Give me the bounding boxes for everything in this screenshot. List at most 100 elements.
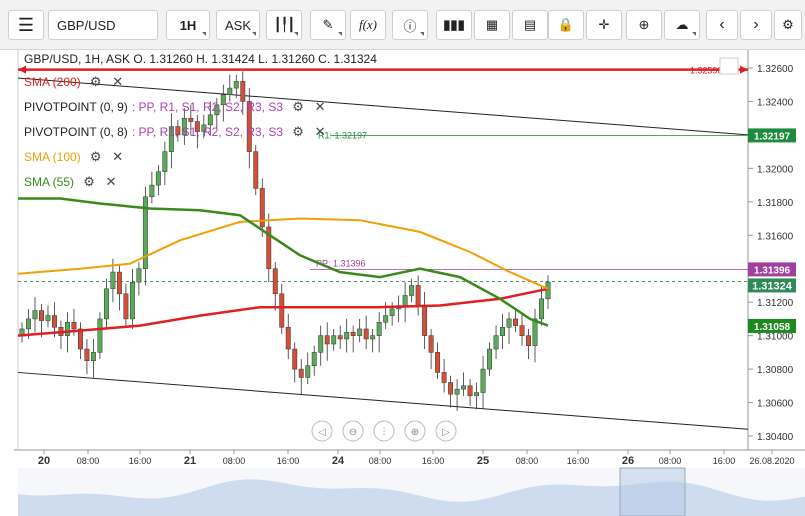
candle-body (162, 151, 168, 172)
prev-nav-icon: ◁ (318, 427, 326, 438)
y-tick-label: 1.32600 (757, 64, 794, 75)
candle-body (214, 104, 220, 116)
candle-body (331, 335, 337, 345)
crosshair-button[interactable]: ✛ (586, 10, 622, 40)
candle-body (428, 335, 434, 353)
symbol-selector[interactable]: GBP/USD (48, 10, 158, 40)
candle-body (227, 87, 233, 96)
report-button[interactable]: ▤ (512, 10, 548, 40)
candle-body (539, 298, 544, 320)
price-label-text: 1.31396 (754, 265, 791, 276)
next-nav-button[interactable] (435, 420, 457, 442)
candle-body (253, 151, 259, 189)
candle-body (298, 368, 304, 378)
indicator-pivot-8[interactable]: PIVOTPOINT (0, 8) : PP, R1, S1, R2, S2, … (24, 124, 327, 140)
cloud-upload-icon: ☁ (675, 17, 689, 32)
document-icon: ▤ (523, 17, 537, 32)
info-button[interactable]: ⓘ (392, 10, 428, 40)
candle-body (259, 188, 265, 228)
expand-icon (719, 57, 739, 75)
close-icon[interactable]: ✕ (112, 149, 124, 164)
candle-body (389, 308, 395, 316)
toolbar: ☰ GBP/USD 1H ASK ┃╿┃ ✎ f(x) ⓘ ▮▮▮ ▦ ▤ 🔒 … (0, 0, 805, 50)
candle-body (201, 124, 207, 132)
indicator-sma200[interactable]: SMA (200) ⚙ ✕ (24, 74, 125, 90)
x-tick-label: 16:00 (713, 456, 736, 466)
hamburger-icon: ☰ (17, 14, 35, 35)
candle-body (545, 281, 551, 300)
candle-body (344, 332, 350, 340)
indicators-button[interactable]: f(x) (350, 10, 386, 40)
gear-icon[interactable]: ⚙ (89, 149, 102, 164)
price-label-text: 1.31058 (754, 322, 791, 333)
indicator-sma100[interactable]: SMA (100) ⚙ ✕ (24, 149, 125, 165)
candle-body (337, 335, 343, 340)
candle-body (506, 318, 512, 328)
gear-icon[interactable]: ⚙ (89, 74, 102, 89)
gear-icon[interactable]: ⚙ (292, 99, 304, 114)
chart-header: GBP/USD, 1H, ASK O. 1.31260 H. 1.31424 L… (24, 52, 377, 66)
candle-body (110, 271, 116, 290)
timeframe-selector[interactable]: 1H (166, 10, 210, 40)
trendline-upper (17, 77, 749, 136)
zoom-in-button[interactable] (404, 420, 426, 442)
gear-icon[interactable]: ⚙ (292, 124, 304, 139)
draw-tools-button[interactable]: ✎ (310, 10, 346, 40)
zoom-out-button[interactable] (342, 420, 364, 442)
x-tick-label: 16:00 (277, 456, 300, 466)
candle-body (383, 315, 389, 323)
price-type-selector[interactable]: ASK (216, 10, 260, 40)
indicator-label: SMA (55) (24, 175, 75, 189)
menu-button[interactable]: ☰ (8, 10, 44, 40)
prev-button[interactable]: ‹ (706, 10, 738, 40)
candle-body (71, 322, 77, 330)
price-label-text: 1.31324 (752, 280, 793, 292)
chart-area[interactable]: 1.326001.324001.322001.320001.318001.316… (0, 50, 805, 516)
r1-label: R1: 1.32197 (318, 130, 367, 140)
candle-body (188, 117, 194, 122)
candle-body (474, 392, 480, 397)
candle-body (39, 310, 44, 321)
pencil-icon: ✎ (322, 17, 334, 32)
x-tick-label: 08:00 (223, 456, 246, 466)
y-tick-label: 1.30400 (757, 432, 794, 443)
indicator-label: SMA (200) (24, 75, 81, 89)
candle-body (181, 117, 187, 136)
indicator-pivot-9[interactable]: PIVOTPOINT (0, 9) : PP, R1, S1, R2, S2, … (24, 99, 327, 115)
candle-body (246, 101, 252, 152)
magnifier-icon: ⊕ (638, 17, 650, 32)
close-icon[interactable]: ✕ (112, 74, 124, 89)
zoom-button[interactable]: ⊕ (626, 10, 662, 40)
lock-button[interactable]: 🔒 (548, 10, 584, 40)
volume-button[interactable]: ▮▮▮ (436, 10, 472, 40)
fit-button[interactable] (373, 420, 395, 442)
candle-body (402, 295, 408, 306)
candle-body (77, 328, 83, 350)
calendar-button[interactable]: ▦ (474, 10, 510, 40)
prev-nav-button[interactable] (311, 420, 333, 442)
candle-body (129, 281, 135, 320)
next-button[interactable]: › (740, 10, 772, 40)
candle-body (220, 94, 226, 106)
sma200-line (17, 287, 549, 337)
candle-body (266, 226, 272, 269)
close-icon[interactable]: ✕ (105, 174, 117, 189)
close-icon[interactable]: ✕ (314, 124, 326, 139)
candle-body (285, 327, 291, 350)
indicator-sma55[interactable]: SMA (55) ⚙ ✕ (24, 174, 118, 190)
timeframe-label: 1H (179, 17, 197, 33)
price-chart[interactable]: 1.326001.324001.322001.320001.318001.316… (0, 50, 805, 516)
sma100-line (17, 217, 549, 290)
close-icon[interactable]: ✕ (314, 99, 326, 114)
upload-button[interactable]: ☁ (664, 10, 700, 40)
sma55-line (18, 197, 549, 327)
x-tick-label: 08:00 (659, 456, 682, 466)
price-label-box (748, 262, 796, 277)
chart-type-button[interactable]: ┃╿┃ (266, 10, 302, 40)
settings-button[interactable]: ⚙ (774, 10, 802, 40)
gear-icon[interactable]: ⚙ (83, 174, 95, 189)
candle-body (155, 171, 161, 186)
x-tick-label: 08:00 (77, 456, 100, 466)
candle-body (65, 322, 70, 336)
candle-body (526, 335, 531, 346)
